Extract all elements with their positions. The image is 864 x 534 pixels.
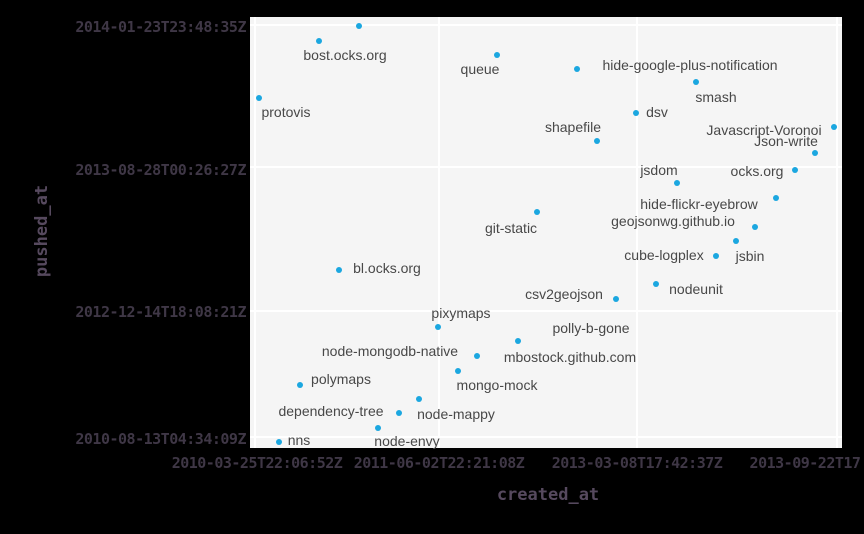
data-point[interactable] [831, 124, 837, 130]
y-tick-label: 2014-01-23T23:48:35Z [75, 18, 246, 36]
data-point[interactable] [375, 425, 381, 431]
x-tick-label: 2011-06-02T22:21:08Z [353, 454, 525, 472]
data-point[interactable] [474, 353, 480, 359]
data-point[interactable] [713, 253, 719, 259]
data-point[interactable] [773, 195, 779, 201]
data-point[interactable] [316, 38, 322, 44]
y-axis-title: pushed_at [32, 184, 52, 278]
data-point[interactable] [494, 52, 500, 58]
data-point[interactable] [256, 95, 262, 101]
data-point[interactable] [752, 224, 758, 230]
data-point[interactable] [396, 410, 402, 416]
data-point[interactable] [733, 238, 739, 244]
data-point[interactable] [674, 180, 680, 186]
data-point[interactable] [435, 324, 441, 330]
data-point[interactable] [356, 23, 362, 29]
data-point[interactable] [594, 138, 600, 144]
data-point[interactable] [515, 338, 521, 344]
y-tick-label: 2012-12-14T18:08:21Z [75, 303, 246, 321]
data-point[interactable] [633, 110, 639, 116]
data-point[interactable] [812, 150, 818, 156]
x-tick-label: 2013-03-08T17:42:37Z [551, 454, 723, 472]
data-point[interactable] [792, 167, 798, 173]
x-tick-label: 2013-09-22T17 [749, 454, 861, 472]
data-point[interactable] [416, 396, 422, 402]
x-tick-label: 2010-03-25T22:06:52Z [171, 454, 343, 472]
data-point[interactable] [336, 267, 342, 273]
plot-area [250, 17, 842, 448]
data-point[interactable] [534, 209, 540, 215]
data-point[interactable] [455, 368, 461, 374]
data-point[interactable] [297, 382, 303, 388]
y-tick-label: 2010-08-13T04:34:09Z [75, 430, 246, 448]
data-point[interactable] [574, 66, 580, 72]
y-tick-label: 2013-08-28T00:26:27Z [75, 161, 246, 179]
x-axis-title: created_at [496, 485, 600, 505]
data-point[interactable] [653, 281, 659, 287]
data-point[interactable] [276, 439, 282, 445]
data-point[interactable] [613, 296, 619, 302]
data-point[interactable] [693, 79, 699, 85]
